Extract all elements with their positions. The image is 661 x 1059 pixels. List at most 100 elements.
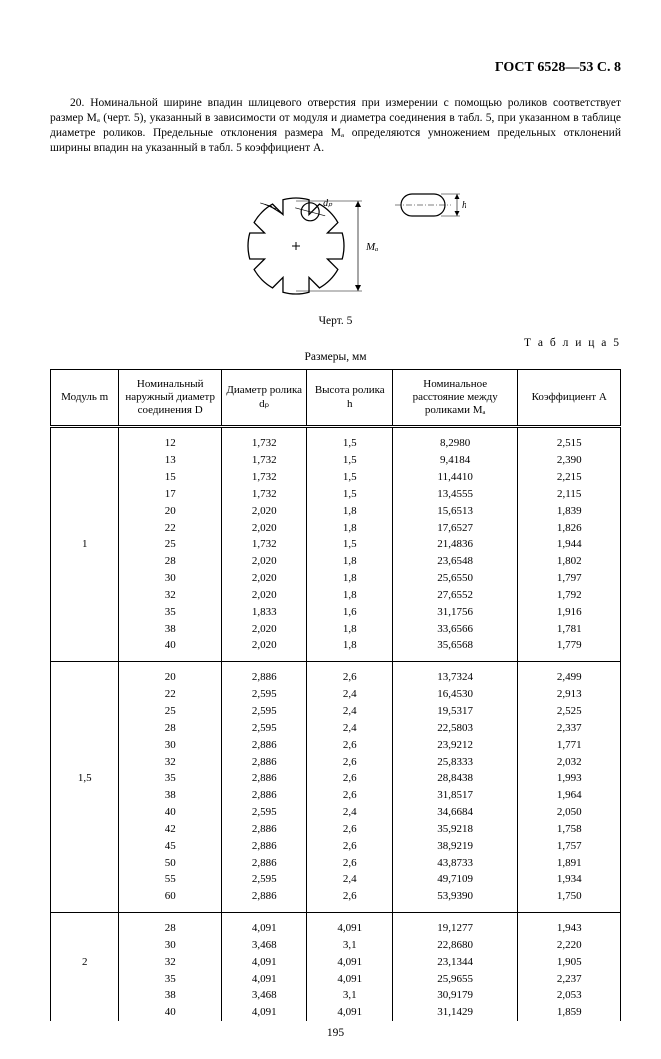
table-cell: 20 [119, 662, 222, 686]
table-cell: 2,6 [307, 855, 393, 872]
table-cell: 2,215 [518, 469, 621, 486]
table-cell: 34,6684 [392, 804, 517, 821]
table-cell: 60 [119, 888, 222, 912]
table-cell: 1,797 [518, 570, 621, 587]
cell-module [51, 520, 119, 537]
table-cell: 1,758 [518, 821, 621, 838]
table-cell: 2,020 [221, 553, 307, 570]
table-cell: 25 [119, 703, 222, 720]
table-cell: 25,6550 [392, 570, 517, 587]
svg-text:Mₐ: Mₐ [365, 241, 378, 253]
table-cell: 53,9390 [392, 888, 517, 912]
table-cell: 2,237 [518, 971, 621, 988]
table-cell: 1,891 [518, 855, 621, 872]
cell-module [51, 621, 119, 638]
table-cell: 15,6513 [392, 503, 517, 520]
table-cell: 2,6 [307, 662, 393, 686]
table-cell: 2,020 [221, 587, 307, 604]
cell-module [51, 452, 119, 469]
gear-diagram: dₚ Mₐ h [206, 176, 466, 306]
table-cell: 1,839 [518, 503, 621, 520]
table-cell: 16,4530 [392, 686, 517, 703]
table-cell: 17,6527 [392, 520, 517, 537]
cell-module [51, 553, 119, 570]
table-cell: 35 [119, 604, 222, 621]
table-cell: 2,115 [518, 486, 621, 503]
table-cell: 38,9219 [392, 838, 517, 855]
table-cell: 55 [119, 871, 222, 888]
cell-module [51, 821, 119, 838]
cell-module [51, 720, 119, 737]
cell-module [51, 971, 119, 988]
cell-module [51, 871, 119, 888]
table-cell: 22 [119, 686, 222, 703]
table-cell: 4,091 [307, 913, 393, 937]
table-cell: 1,5 [307, 536, 393, 553]
figure-5: dₚ Mₐ h [50, 176, 621, 310]
table-cell: 2,886 [221, 737, 307, 754]
table-cell: 1,779 [518, 637, 621, 661]
table-cell: 1,732 [221, 469, 307, 486]
table-cell: 13,4555 [392, 486, 517, 503]
table-cell: 15 [119, 469, 222, 486]
table-cell: 40 [119, 637, 222, 661]
table-cell: 2,499 [518, 662, 621, 686]
table-cell: 28,8438 [392, 770, 517, 787]
table-cell: 1,916 [518, 604, 621, 621]
table-cell: 4,091 [221, 913, 307, 937]
col-header: Номинальный наружный диаметр соединения … [119, 369, 222, 427]
cell-module [51, 1004, 119, 1021]
table-cell: 2,4 [307, 871, 393, 888]
table-cell: 19,5317 [392, 703, 517, 720]
cell-module [51, 937, 119, 954]
col-header: Номинальное расстояние между роликами Mₐ [392, 369, 517, 427]
table-cell: 8,2980 [392, 427, 517, 452]
table-cell: 4,091 [221, 971, 307, 988]
table-cell: 50 [119, 855, 222, 872]
cell-module [51, 987, 119, 1004]
table-cell: 17 [119, 486, 222, 503]
table-cell: 3,468 [221, 987, 307, 1004]
table-cell: 2,886 [221, 821, 307, 838]
table-label: Т а б л и ц а 5 [50, 337, 621, 349]
table-cell: 1,859 [518, 1004, 621, 1021]
table-cell: 2,390 [518, 452, 621, 469]
table-cell: 19,1277 [392, 913, 517, 937]
cell-module [51, 787, 119, 804]
table-cell: 1,993 [518, 770, 621, 787]
cell-module [51, 604, 119, 621]
cell-module [51, 637, 119, 661]
table-cell: 2,6 [307, 888, 393, 912]
table-cell: 2,6 [307, 737, 393, 754]
table-cell: 1,5 [307, 452, 393, 469]
table-cell: 32 [119, 754, 222, 771]
paragraph-20: 20. Номинальной ширине впадин шлицевого … [50, 96, 621, 156]
table-cell: 28 [119, 913, 222, 937]
table-cell: 22 [119, 520, 222, 537]
table-cell: 2,4 [307, 804, 393, 821]
table-cell: 2,032 [518, 754, 621, 771]
cell-module [51, 838, 119, 855]
col-header: Высота ролика h [307, 369, 393, 427]
table-cell: 2,6 [307, 787, 393, 804]
svg-text:dₚ: dₚ [323, 198, 333, 209]
figure-caption: Черт. 5 [50, 315, 621, 327]
cell-module: 2 [51, 954, 119, 971]
table-cell: 1,8 [307, 587, 393, 604]
table-cell: 2,4 [307, 703, 393, 720]
table-cell: 1,781 [518, 621, 621, 638]
table-cell: 2,6 [307, 770, 393, 787]
col-header: Диаметр ролика dₚ [221, 369, 307, 427]
table-cell: 32 [119, 587, 222, 604]
table-cell: 1,8 [307, 520, 393, 537]
table-cell: 49,7109 [392, 871, 517, 888]
table-cell: 2,886 [221, 754, 307, 771]
table-cell: 2,020 [221, 621, 307, 638]
table-cell: 13 [119, 452, 222, 469]
table-cell: 2,4 [307, 686, 393, 703]
table-cell: 1,8 [307, 637, 393, 661]
cell-module [51, 754, 119, 771]
svg-text:h: h [462, 200, 466, 211]
table-cell: 30 [119, 937, 222, 954]
table-cell: 35 [119, 971, 222, 988]
